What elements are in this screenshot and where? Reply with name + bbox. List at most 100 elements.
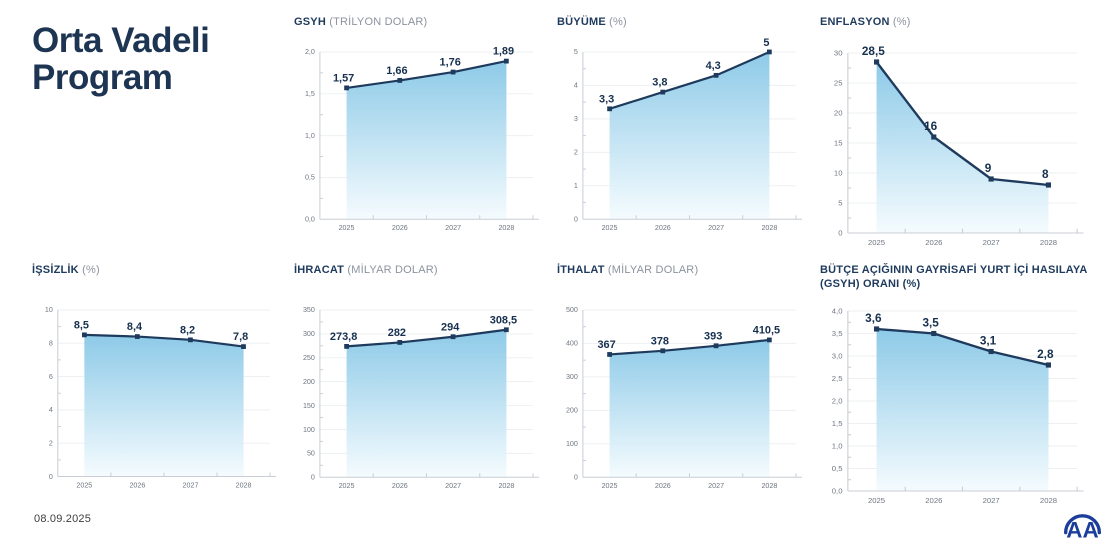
svg-text:2027: 2027 <box>445 482 461 490</box>
svg-text:2026: 2026 <box>925 238 942 247</box>
svg-text:4: 4 <box>49 406 53 414</box>
chart-gsyh-header: GSYH (TRİLYON DOLAR) <box>294 16 545 36</box>
svg-text:2027: 2027 <box>983 238 1000 247</box>
svg-text:308,5: 308,5 <box>490 314 517 326</box>
chart-issizlik-title: İŞSİZLİK <box>32 264 79 276</box>
chart-ithalat: İTHALAT (MİLYAR DOLAR) 0 100 200 300 400 500 2… <box>555 260 818 512</box>
svg-text:200: 200 <box>303 378 315 386</box>
svg-text:2026: 2026 <box>655 482 671 490</box>
chart-buyume-header: BÜYÜME (%) <box>557 16 808 36</box>
svg-text:3: 3 <box>574 115 578 123</box>
svg-text:30: 30 <box>834 48 843 57</box>
svg-text:4,0: 4,0 <box>832 306 843 315</box>
svg-text:2,0: 2,0 <box>305 48 315 56</box>
svg-text:150: 150 <box>303 402 315 410</box>
svg-text:273,8: 273,8 <box>330 331 357 343</box>
chart-ithalat-title: İTHALAT <box>557 264 605 276</box>
svg-text:2028: 2028 <box>1040 496 1057 505</box>
page-title-line2: Program <box>32 58 173 98</box>
svg-text:2,0: 2,0 <box>832 396 843 405</box>
svg-text:367: 367 <box>597 339 615 351</box>
svg-text:294: 294 <box>441 321 460 333</box>
chart-issizlik-subtitle: (%) <box>82 264 100 276</box>
svg-text:282: 282 <box>388 327 406 339</box>
svg-text:0: 0 <box>574 216 578 224</box>
chart-ihracat: İHRACAT (MİLYAR DOLAR) 0 50 100 150 200 250 30… <box>292 260 555 512</box>
svg-text:1: 1 <box>574 182 578 190</box>
svg-text:3,1: 3,1 <box>980 335 997 348</box>
svg-text:2025: 2025 <box>339 224 355 232</box>
svg-text:200: 200 <box>566 407 578 415</box>
chart-ihracat-subtitle: (MİLYAR DOLAR) <box>347 264 438 276</box>
svg-text:2026: 2026 <box>392 482 408 490</box>
svg-text:1,57: 1,57 <box>333 72 354 84</box>
svg-text:0: 0 <box>574 474 578 482</box>
svg-text:1,89: 1,89 <box>493 46 514 58</box>
issizlik-area-chart: 0 2 4 6 8 10 2025 2026 2027 2028 8,5 8,4 8,2 7,8 <box>45 306 277 489</box>
svg-text:25: 25 <box>834 78 843 87</box>
svg-text:10: 10 <box>45 306 53 314</box>
svg-text:10: 10 <box>834 168 843 177</box>
page-title-line1: Orta Vadeli <box>32 21 210 60</box>
chart-ithalat-header: İTHALAT (MİLYAR DOLAR) <box>557 264 808 294</box>
svg-text:2025: 2025 <box>76 481 92 489</box>
chart-issizlik: İŞSİZLİK (%) 0 2 4 6 8 10 2025 2026 2027 2028 8,5 8… <box>30 260 292 512</box>
svg-text:5: 5 <box>574 48 578 56</box>
svg-text:8: 8 <box>1042 168 1049 181</box>
chart-butce-header: BÜTÇE AÇIĞININ GAYRİSAFİ YURT İÇİ HASILA… <box>820 264 1090 294</box>
svg-text:2027: 2027 <box>983 496 1000 505</box>
chart-ihracat-title: İHRACAT <box>294 264 345 276</box>
title-cell: Orta Vadeli Program <box>30 12 292 260</box>
svg-text:2028: 2028 <box>761 224 777 232</box>
svg-text:1,66: 1,66 <box>386 65 407 77</box>
chart-ihracat-header: İHRACAT (MİLYAR DOLAR) <box>294 264 545 294</box>
chart-butce-acigi-orani: BÜTÇE AÇIĞININ GAYRİSAFİ YURT İÇİ HASILA… <box>818 260 1100 512</box>
svg-text:0: 0 <box>838 228 842 237</box>
svg-text:378: 378 <box>651 335 669 347</box>
ithalat-area-chart: 0 100 200 300 400 500 2025 2026 2027 2028 367 378 39… <box>566 306 803 490</box>
svg-text:2028: 2028 <box>761 482 777 490</box>
svg-text:100: 100 <box>303 426 315 434</box>
svg-text:2: 2 <box>574 149 578 157</box>
svg-text:0,5: 0,5 <box>832 464 843 473</box>
svg-text:3,0: 3,0 <box>832 351 843 360</box>
chart-gsyh-subtitle: (TRİLYON DOLAR) <box>329 16 428 28</box>
svg-text:0,5: 0,5 <box>305 174 315 182</box>
svg-text:6: 6 <box>49 373 53 381</box>
svg-text:4: 4 <box>574 82 578 90</box>
ihracat-area-chart: 0 50 100 150 200 250 300 350 2025 2026 2027 2028 273… <box>303 306 540 490</box>
chart-enflasyon: ENFLASYON (%) 0 5 10 15 20 25 30 2025 2026 2027 20… <box>818 12 1100 260</box>
svg-text:300: 300 <box>566 373 578 381</box>
svg-text:2026: 2026 <box>925 496 942 505</box>
page-title: Orta Vadeli Program <box>32 22 282 96</box>
svg-text:50: 50 <box>307 450 315 458</box>
aa-logo-arch <box>1063 514 1102 535</box>
svg-text:3,6: 3,6 <box>865 312 882 325</box>
svg-text:5: 5 <box>838 198 842 207</box>
svg-text:2,8: 2,8 <box>1037 348 1054 361</box>
svg-text:8,4: 8,4 <box>127 321 142 333</box>
svg-text:28,5: 28,5 <box>862 45 885 58</box>
chart-grid: Orta Vadeli Program GSYH (TRİLYON DOLAR) … <box>30 12 1100 512</box>
svg-text:0,0: 0,0 <box>305 216 315 224</box>
svg-text:2028: 2028 <box>236 481 252 489</box>
svg-text:0,0: 0,0 <box>832 486 843 495</box>
svg-text:2025: 2025 <box>602 224 618 232</box>
svg-text:8,2: 8,2 <box>180 324 195 336</box>
chart-ithalat-subtitle: (MİLYAR DOLAR) <box>607 264 699 276</box>
svg-text:2025: 2025 <box>868 496 885 505</box>
svg-text:350: 350 <box>303 306 315 314</box>
svg-text:3,5: 3,5 <box>832 329 843 338</box>
svg-text:5: 5 <box>763 37 769 49</box>
svg-text:100: 100 <box>566 440 578 448</box>
svg-text:1,76: 1,76 <box>440 57 461 69</box>
svg-text:16: 16 <box>924 120 938 133</box>
svg-text:250: 250 <box>303 354 315 362</box>
svg-text:1,5: 1,5 <box>832 419 843 428</box>
svg-text:15: 15 <box>834 138 843 147</box>
aa-logo: AA <box>1063 514 1102 541</box>
svg-text:8,5: 8,5 <box>74 319 89 331</box>
svg-text:2,5: 2,5 <box>832 374 843 383</box>
